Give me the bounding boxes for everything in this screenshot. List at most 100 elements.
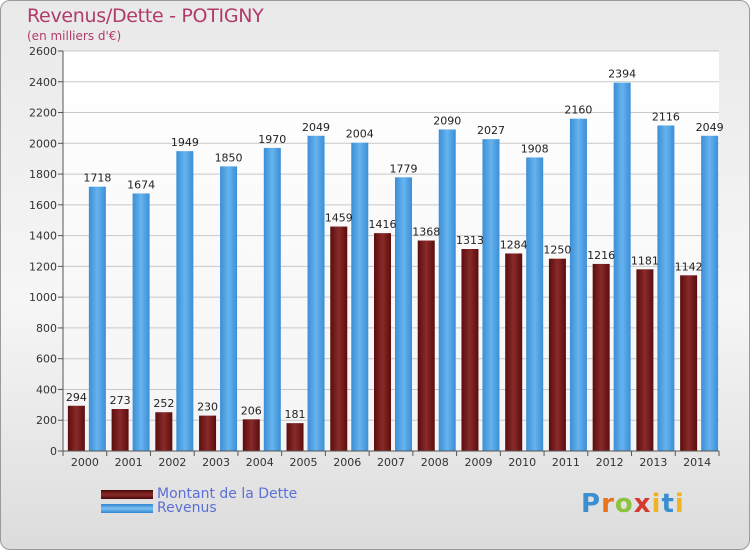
debt-bar	[417, 240, 435, 451]
x-tick-label: 2004	[246, 456, 274, 469]
legend-item-dette: Montant de la Dette	[101, 486, 298, 502]
debt-value-label: 273	[110, 394, 131, 407]
revenue-bar	[613, 82, 631, 451]
y-tick-label: 2600	[29, 45, 57, 58]
debt-value-label: 252	[153, 397, 174, 410]
revenue-bar	[569, 118, 587, 451]
chart-title: Revenus/Dette - POTIGNY	[27, 5, 264, 27]
debt-bar	[680, 275, 698, 451]
debt-bar	[330, 226, 348, 451]
revenue-value-label: 2116	[652, 110, 680, 123]
x-tick-label: 2001	[115, 456, 143, 469]
revenue-value-label: 2090	[433, 114, 461, 127]
revenue-bar	[88, 186, 106, 451]
legend-swatch-dette	[101, 489, 153, 499]
y-tick-label: 1400	[29, 230, 57, 243]
x-tick-label: 2005	[290, 456, 318, 469]
revenue-value-label: 1949	[171, 136, 199, 149]
revenue-value-label: 2049	[302, 121, 330, 134]
debt-bar	[592, 263, 610, 451]
legend-label-dette: Montant de la Dette	[157, 486, 298, 502]
revenue-value-label: 1850	[215, 151, 243, 164]
y-tick-label: 2000	[29, 137, 57, 150]
bars	[67, 82, 719, 452]
debt-bar	[461, 249, 479, 451]
revenue-value-label: 2027	[477, 124, 505, 137]
revenue-bar	[526, 157, 544, 451]
revenue-value-label: 1674	[127, 178, 155, 191]
y-tick-label: 600	[36, 353, 57, 366]
x-tick-label: 2009	[464, 456, 492, 469]
x-axis: 2000 2001 2002 2003 2004 2005 2006 2007 2008 2009…	[62, 450, 720, 469]
legend-label-revenus: Revenus	[157, 500, 217, 516]
debt-value-label: 206	[241, 404, 262, 417]
debt-bar	[636, 269, 654, 451]
x-tick-label: 2013	[639, 456, 667, 469]
y-tick-label: 1800	[29, 168, 57, 181]
data-labels: 294 273 252 230 206 181 1459 1416 1368 1313 1284 12…	[66, 68, 724, 421]
revenue-bar	[657, 125, 675, 451]
debt-value-label: 1284	[500, 238, 528, 251]
y-axis: 0 200 400 600 800 1000 1200 1400 1600 1800 2000 220…	[29, 45, 64, 458]
debt-value-label: 1250	[543, 244, 571, 257]
revenue-bar	[395, 177, 412, 452]
debt-bar	[67, 405, 85, 451]
proxiti-logo: Proxiti	[581, 489, 685, 519]
debt-value-label: 1459	[325, 212, 353, 225]
legend: Montant de la Dette Revenus	[101, 486, 298, 516]
revenue-bar	[176, 151, 194, 451]
debt-bar	[199, 415, 217, 451]
debt-bar	[548, 258, 566, 451]
debt-value-label: 1313	[456, 234, 484, 247]
debt-bar	[286, 423, 304, 451]
x-tick-label: 2000	[71, 456, 99, 469]
y-tick-label: 2400	[29, 76, 57, 89]
y-tick-label: 2200	[29, 107, 57, 120]
revenue-bar	[701, 135, 719, 451]
revenue-value-label: 1718	[83, 172, 111, 185]
revenue-bar	[132, 193, 150, 451]
debt-value-label: 294	[66, 391, 87, 404]
legend-swatch-revenus	[101, 503, 153, 513]
revenue-bar	[263, 147, 281, 451]
debt-value-label: 1181	[631, 254, 659, 267]
revenue-value-label: 2160	[564, 104, 592, 117]
debt-value-label: 230	[197, 401, 218, 414]
revenue-value-label: 1779	[390, 162, 418, 175]
revenue-value-label: 2394	[608, 68, 636, 81]
revenue-value-label: 1908	[521, 142, 549, 155]
y-tick-label: 400	[36, 383, 57, 396]
revenue-bar	[482, 139, 500, 451]
revenue-value-label: 2004	[346, 128, 374, 141]
revenue-bar	[351, 142, 369, 451]
debt-value-label: 1416	[369, 218, 397, 231]
x-tick-label: 2006	[333, 456, 361, 469]
revenue-bar	[438, 129, 456, 451]
x-tick-label: 2008	[421, 456, 449, 469]
debt-bar	[155, 412, 173, 451]
y-tick-label: 1000	[29, 291, 57, 304]
x-tick-label: 2002	[158, 456, 186, 469]
y-tick-label: 800	[36, 322, 57, 335]
y-tick-label: 1600	[29, 199, 57, 212]
x-tick-label: 2003	[202, 456, 230, 469]
debt-value-label: 1368	[412, 226, 440, 239]
y-tick-label: 200	[36, 414, 57, 427]
debt-value-label: 1216	[587, 249, 615, 262]
legend-item-revenus: Revenus	[101, 500, 297, 516]
debt-value-label: 1142	[675, 260, 703, 273]
x-tick-label: 2012	[596, 456, 624, 469]
y-tick-label: 0	[50, 445, 57, 458]
chart-subtitle: (en milliers d'€)	[27, 29, 122, 43]
y-tick-label: 1200	[29, 260, 57, 273]
x-tick-label: 2010	[508, 456, 536, 469]
x-tick-label: 2007	[377, 456, 405, 469]
debt-bar	[242, 419, 260, 451]
revenue-bar	[307, 135, 325, 451]
debt-bar	[505, 253, 523, 451]
x-tick-label: 2014	[683, 456, 711, 469]
revenue-value-label: 1970	[258, 133, 286, 146]
revenue-bar	[220, 166, 238, 451]
